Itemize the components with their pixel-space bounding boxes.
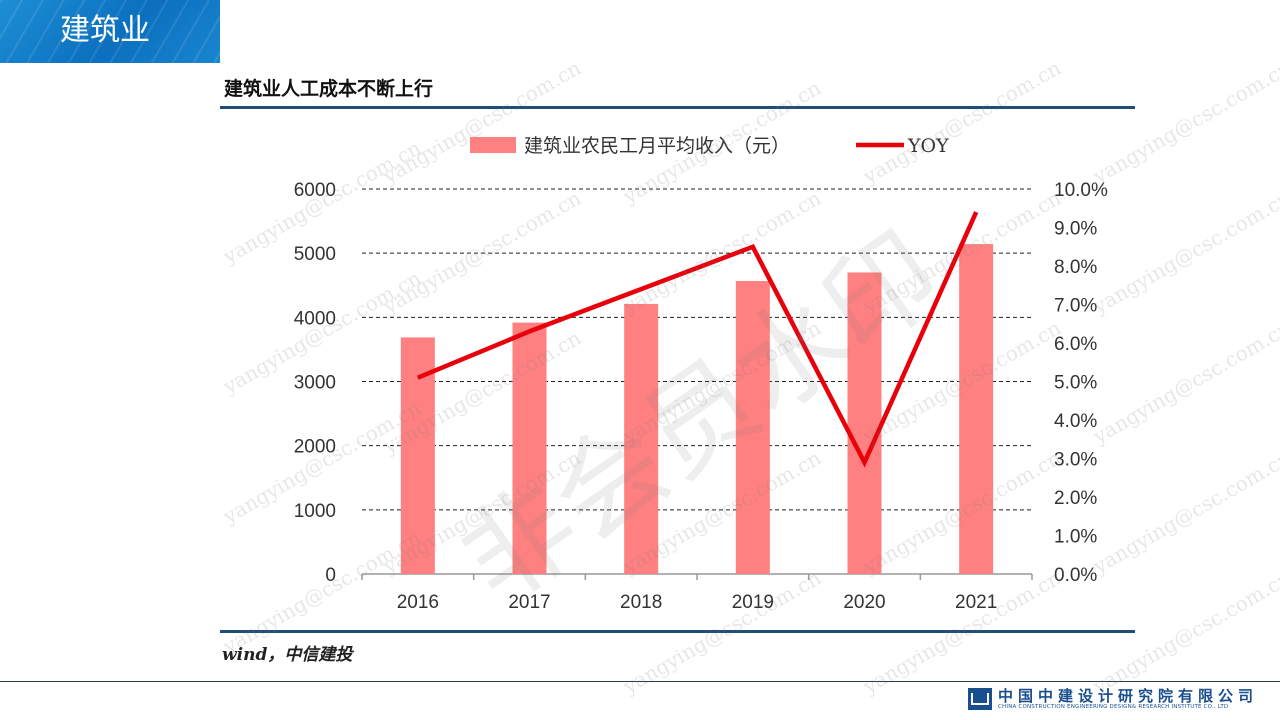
bottom-rule bbox=[220, 630, 1135, 633]
yoy-line bbox=[416, 211, 979, 468]
bar bbox=[735, 280, 770, 574]
company-logo-icon bbox=[968, 688, 992, 710]
y-right-tick-label: 7.0% bbox=[1054, 296, 1097, 317]
y-left-tick-label: 4000 bbox=[294, 308, 336, 329]
source-note: wind，中信建投 bbox=[222, 645, 353, 665]
y-right-tick-label: 8.0% bbox=[1054, 257, 1097, 278]
y-right-tick-label: 0.0% bbox=[1054, 565, 1097, 586]
header-title: 建筑业 bbox=[60, 13, 150, 48]
x-tick-label: 2017 bbox=[508, 592, 550, 613]
y-right-tick-label: 1.0% bbox=[1054, 527, 1097, 548]
x-tick-label: 2018 bbox=[620, 592, 662, 613]
top-rule bbox=[220, 106, 1135, 109]
bar bbox=[959, 244, 994, 574]
y-left-tick-label: 2000 bbox=[294, 437, 336, 458]
y-right-tick-label: 5.0% bbox=[1054, 373, 1097, 394]
bar bbox=[512, 322, 547, 574]
y-right-tick-label: 9.0% bbox=[1054, 219, 1097, 240]
x-tick-label: 2016 bbox=[397, 592, 439, 613]
y-left-tick-label: 1000 bbox=[294, 501, 336, 522]
legend-swatch-bar bbox=[470, 137, 516, 153]
x-tick-label: 2019 bbox=[732, 592, 774, 613]
y-right-tick-label: 3.0% bbox=[1054, 450, 1097, 471]
y-left-tick-label: 6000 bbox=[294, 180, 336, 201]
bar bbox=[624, 303, 659, 574]
company-name-en: CHINA CONSTRUCTION ENGINEERING DESIGN& R… bbox=[998, 704, 1229, 710]
y-right-tick-label: 6.0% bbox=[1054, 334, 1097, 355]
y-left-tick-label: 5000 bbox=[294, 244, 336, 265]
bar bbox=[847, 272, 882, 574]
y-right-tick-label: 4.0% bbox=[1054, 411, 1097, 432]
x-tick-label: 2020 bbox=[843, 592, 885, 613]
company-name-cn: 中国中建设计研究院有限公司 bbox=[998, 687, 1259, 705]
legend-label-bar: 建筑业农民工月平均收入（元） bbox=[524, 135, 790, 157]
x-tick-label: 2021 bbox=[955, 592, 997, 613]
legend-label-line: YOY bbox=[907, 135, 949, 157]
y-left-tick-label: 3000 bbox=[294, 373, 336, 394]
chart-title: 建筑业人工成本不断上行 bbox=[224, 78, 434, 100]
y-right-tick-label: 10.0% bbox=[1054, 180, 1108, 201]
header-tab: 建筑业 bbox=[0, 0, 220, 63]
footer-divider bbox=[0, 681, 1280, 682]
y-left-tick-label: 0 bbox=[325, 565, 336, 586]
y-right-tick-label: 2.0% bbox=[1054, 488, 1097, 509]
